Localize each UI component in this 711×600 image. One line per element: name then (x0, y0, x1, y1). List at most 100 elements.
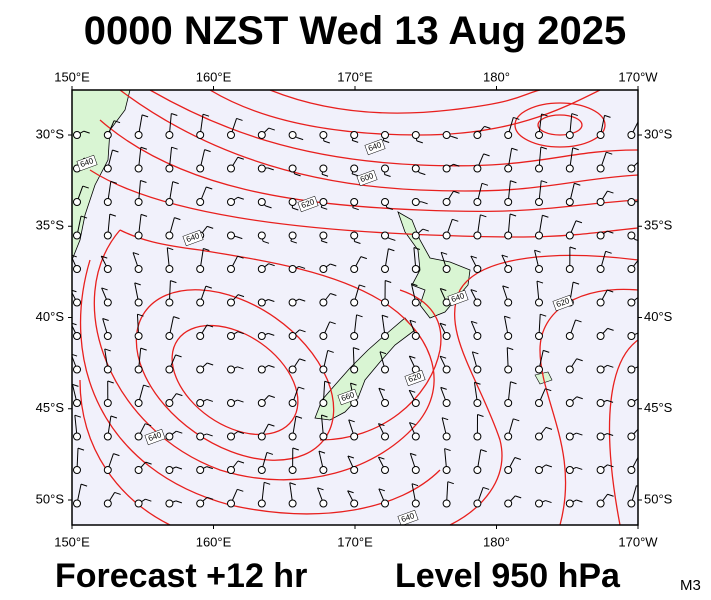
barb-flag (298, 386, 305, 390)
barb-flag (140, 347, 147, 351)
barb-flag (112, 149, 119, 153)
barb-flag (545, 388, 552, 392)
barb-station (627, 164, 636, 173)
barb-flag (513, 116, 520, 120)
lat-label-right: 45°S (644, 400, 673, 415)
barb-flag (545, 426, 553, 430)
barb-flag (439, 355, 447, 359)
map-background (72, 90, 638, 525)
barb-flag (347, 455, 355, 459)
barb-flag (444, 448, 451, 452)
barb-flag (451, 136, 458, 139)
lon-label-top: 170°E (337, 69, 373, 84)
barb-flag (510, 180, 517, 184)
barb-station (442, 399, 451, 407)
barb-flag (173, 316, 180, 320)
barb-station (257, 432, 266, 441)
barb-station (257, 164, 266, 173)
barb-flag (607, 289, 614, 293)
barb-station (535, 499, 543, 508)
barb-station (627, 499, 636, 508)
barb-station (257, 298, 266, 307)
barb-flag (576, 432, 583, 436)
barb-flag (441, 417, 449, 421)
barb-flag (542, 214, 549, 218)
barb-flag (289, 482, 296, 486)
barb-station (103, 298, 112, 307)
barb-flag (378, 423, 385, 427)
barb-flag (507, 347, 514, 351)
barb-station (504, 332, 513, 340)
barb-flag (447, 481, 454, 485)
barb-flag (143, 384, 150, 388)
barb-flag (472, 351, 479, 355)
barb-flag (416, 140, 423, 144)
barb-flag (502, 285, 509, 289)
barb-station (596, 432, 605, 441)
barb-station (196, 365, 205, 374)
barb-flag (268, 364, 275, 368)
barb-station (73, 332, 81, 340)
barb-flag (170, 280, 177, 284)
barb-flag (237, 196, 244, 200)
contour-label-box (404, 369, 426, 387)
barb-flag (294, 173, 301, 177)
barb-station (442, 499, 451, 508)
barb-station (288, 231, 297, 240)
barb-station (442, 265, 451, 273)
contour-label-box (397, 509, 419, 525)
barb-station (442, 164, 451, 173)
barb-flag (140, 180, 147, 183)
barb-station (227, 332, 235, 340)
barb-station (596, 231, 605, 240)
barb-station (473, 198, 482, 206)
barb-flag (137, 313, 144, 317)
barb-station (103, 198, 112, 206)
contour-label: 660 (340, 390, 356, 403)
barb-flag (576, 466, 583, 470)
contour-label: 640 (147, 430, 163, 443)
barb-flag (268, 395, 275, 398)
barb-flag (386, 207, 393, 211)
barb-flag (359, 284, 366, 288)
barb-flag (541, 180, 548, 184)
barb-flag (453, 163, 460, 167)
barb-flag (638, 297, 644, 299)
contour-label-box (447, 289, 469, 307)
barb-station (535, 164, 543, 173)
barb-flag (134, 282, 141, 286)
barb-station (596, 365, 605, 374)
contour-label-box (552, 294, 574, 312)
barb-station (411, 298, 420, 307)
barb-flag (264, 481, 271, 485)
barb-flag (606, 433, 614, 436)
barb-station (257, 466, 266, 474)
barb-flag (513, 418, 520, 422)
barb-flag (352, 207, 359, 211)
barb-station (257, 499, 266, 508)
barb-station (411, 265, 420, 273)
barb-station (411, 432, 420, 441)
barb-station (196, 399, 205, 407)
contour-label: 620 (300, 197, 316, 210)
barb-flag (107, 380, 114, 384)
contour-labels: 640 640 600 620 640 640 620 620 660 640 640 (76, 138, 574, 525)
barb-flag (638, 429, 644, 431)
barb-station (411, 499, 420, 508)
barb-flag (77, 447, 85, 451)
barb-flag (409, 422, 416, 426)
barb-flag (637, 457, 638, 458)
barb-flag (409, 355, 416, 359)
barb-flag (607, 364, 614, 368)
barb-station (103, 131, 112, 139)
barb-station (73, 298, 81, 307)
barb-flag (206, 496, 214, 500)
barb-flag (113, 453, 120, 457)
barb-flag (237, 460, 245, 464)
barb-station (627, 332, 636, 340)
barb-station (227, 265, 235, 273)
barb-flag (145, 461, 152, 465)
barb-station (350, 298, 359, 307)
barb-station (504, 298, 513, 307)
barb-station (165, 131, 174, 139)
